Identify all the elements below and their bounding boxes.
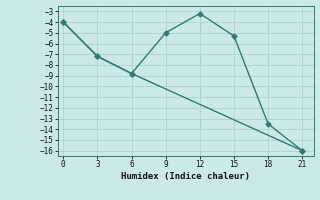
X-axis label: Humidex (Indice chaleur): Humidex (Indice chaleur) — [121, 172, 250, 181]
